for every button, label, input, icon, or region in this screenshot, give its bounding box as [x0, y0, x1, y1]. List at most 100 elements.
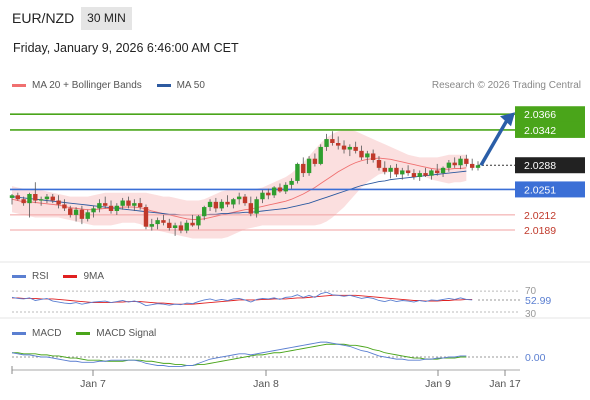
x-tick-label-2: Jan 9 [425, 378, 451, 390]
candle-body [376, 160, 382, 168]
candle-body [359, 150, 364, 158]
candle-body [225, 201, 230, 205]
candle-body [370, 153, 376, 160]
candle-body [260, 192, 265, 200]
candle-body [202, 207, 207, 217]
level-label-2.0342: 2.0342 [524, 125, 556, 137]
signal-swatch [76, 331, 91, 335]
rsi-tick-70: 70 [525, 286, 537, 297]
candle-body [167, 222, 172, 228]
candle-body [213, 201, 219, 209]
candle-body [196, 216, 201, 226]
candle-body [452, 162, 457, 166]
candle-body [353, 146, 358, 151]
candle-body [446, 162, 452, 168]
candle-body [423, 173, 428, 176]
rsi-value-label: 52.99 [525, 295, 551, 307]
macd-signal-line [12, 343, 467, 366]
target-arrow-shaft [479, 119, 509, 167]
candle-body [21, 199, 26, 204]
level-label-2.0212: 2.0212 [524, 210, 556, 222]
level-box-2.0366 [515, 106, 585, 123]
candle-body [336, 143, 341, 146]
macd-value-label: 0.00 [525, 352, 546, 364]
level-label-2.0288: 2.0288 [524, 160, 556, 172]
candle-body [382, 167, 387, 172]
candle-body [306, 158, 312, 174]
bollinger-band [12, 129, 467, 239]
candle-body [324, 139, 329, 147]
candle-body [33, 194, 38, 201]
pair-title: EUR/NZD [12, 10, 75, 26]
macd-swatch [12, 331, 26, 335]
candle-body [458, 158, 463, 166]
level-box-2.0251 [515, 181, 585, 198]
candle-body [394, 167, 399, 175]
legend-ma20-label: MA 20 + Bollinger Bands [32, 80, 142, 91]
candle-body [435, 170, 440, 174]
target-arrow-head [500, 112, 515, 127]
level-box-2.0342 [515, 121, 585, 138]
candle-body [312, 158, 318, 164]
candle-body [114, 205, 120, 211]
main-legend: MA 20 + Bollinger Bands MA 50 [12, 80, 205, 91]
candle-body [50, 196, 55, 201]
candle-body [429, 170, 434, 176]
candle-body [464, 158, 469, 164]
candle-body [254, 199, 259, 214]
candle-body [341, 145, 347, 150]
candle-body [248, 203, 254, 214]
candle-body [68, 208, 73, 215]
x-tick-label-1: Jan 8 [253, 378, 279, 390]
candle-body [295, 163, 300, 181]
source-label: Research © 2026 Trading Central [431, 80, 581, 91]
ma9-swatch [63, 274, 78, 278]
level-box-2.0288 [515, 157, 585, 174]
candle-body [143, 207, 149, 227]
candle-body [277, 187, 283, 192]
candle-body [178, 225, 184, 231]
candle-body [347, 146, 353, 150]
candle-body [120, 200, 125, 206]
rsi-line [11, 291, 473, 307]
rsi-tick-30: 30 [525, 309, 537, 320]
level-label-2.0189: 2.0189 [524, 225, 556, 237]
candle-body [126, 200, 131, 206]
candle-body [207, 201, 213, 208]
candle-body [283, 184, 288, 192]
timeframe-badge[interactable]: 30 MIN [81, 7, 132, 30]
candle-body [266, 192, 271, 196]
rsi-legend: RSI 9MA [12, 271, 104, 282]
rsi-ma9-line [12, 294, 473, 305]
candle-body [149, 224, 154, 227]
candle-body [271, 187, 277, 196]
candle-body [103, 203, 108, 206]
datetime-label: Friday, January 9, 2026 6:46:00 AM CET [13, 41, 239, 55]
candle-body [56, 200, 61, 205]
ma50-line [11, 170, 467, 216]
candle-body [62, 204, 67, 209]
candle-body [184, 222, 189, 231]
legend-macd-label: MACD [32, 328, 62, 339]
candle-body [400, 170, 405, 175]
candle-body [417, 173, 422, 177]
candle-body [301, 163, 306, 174]
candle-body [137, 203, 143, 208]
candle-body [85, 212, 90, 219]
legend-signal-label: MACD Signal [96, 328, 157, 339]
candle-body [79, 209, 85, 219]
candle-body [231, 199, 236, 205]
candle-body [242, 196, 248, 204]
candle-body [475, 165, 481, 168]
candle-body [190, 222, 195, 226]
candle-body [219, 201, 224, 209]
candle-body [318, 146, 323, 164]
ma20-swatch [12, 83, 26, 87]
legend-rsi-label: RSI [32, 271, 49, 282]
candle-body [172, 225, 178, 228]
candle-body [388, 167, 393, 172]
candle-body [365, 153, 370, 158]
candle-body [9, 195, 15, 198]
candle-body [27, 194, 32, 204]
